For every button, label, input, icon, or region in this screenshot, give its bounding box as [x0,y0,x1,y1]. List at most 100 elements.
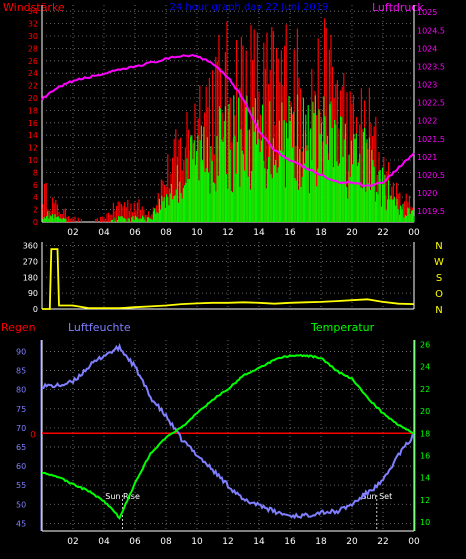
x-tick-label: 10 [191,537,203,547]
temperature-line [42,353,415,520]
y-left-tick-label: 90 [16,347,26,356]
y-right-tick-label: 12 [420,496,430,505]
wind-direction-line [42,248,415,310]
x-tick-label: 12 [222,228,233,238]
y-left-tick-label: 16 [28,119,38,128]
x-tick-label: 18 [315,537,327,547]
humidity-line [41,342,415,520]
compass-label: N [435,305,442,316]
y-left-tick-label: 30 [28,32,38,41]
x-tick-label: 10 [191,228,203,238]
temp-humidity-chart: 4550556065707580859010121416182022242602… [16,340,430,547]
x-tick-label: 20 [346,228,358,238]
pressure-line [41,53,415,187]
x-tick-label: 02 [67,228,78,238]
y-left-tick-label: 32 [28,20,38,29]
y-left-tick-label: 0 [33,218,38,227]
x-tick-label: 02 [67,537,78,547]
y-left-tick-label: 34 [28,7,38,16]
y-left-tick-label: 12 [28,144,38,153]
y-left-tick-label: 10 [28,156,38,165]
y-left-tick-label: 22 [28,82,38,91]
y-left-tick-label: 90 [28,289,38,298]
y-right-tick-label: 1022 [417,117,437,126]
y-right-tick-label: 1023 [417,81,437,90]
y-left-tick-label: 24 [28,69,38,78]
y-right-tick-label: 1024 [417,44,437,53]
y-right-tick-label: 1023.5 [417,62,445,71]
y-right-tick-label: 1021 [417,153,437,162]
x-tick-label: 08 [160,228,172,238]
y-right-tick-label: 22 [420,385,430,394]
compass-label: S [436,273,442,284]
x-tick-label: 08 [160,537,172,547]
x-tick-label: 00 [408,537,420,547]
sun-annotation-label: Sun Rise [105,492,140,501]
y-right-tick-label: 14 [420,474,430,483]
x-tick-label: 22 [377,228,388,238]
x-tick-label: 14 [253,228,265,238]
y-right-tick-label: 1024.5 [417,26,445,35]
wind-axis-title: Windstärke [3,1,65,14]
temperature-legend: Temperatur [310,321,375,334]
x-tick-label: 20 [346,537,358,547]
y-right-tick-label: 1022.5 [417,99,445,108]
y-right-tick-label: 1021.5 [417,135,445,144]
y-left-tick-label: 50 [16,500,26,509]
pressure-axis-title: Luftdruck [372,1,424,14]
y-left-tick-label: 60 [16,462,26,471]
y-left-tick-label: 4 [33,193,38,202]
x-tick-label: 16 [284,228,296,238]
y-left-tick-label: 8 [33,168,38,177]
compass-label: N [435,241,442,252]
y-right-tick-label: 1019.5 [417,207,445,216]
y-right-tick-label: 24 [420,363,430,372]
x-tick-label: 18 [315,228,327,238]
x-tick-label: 06 [129,228,141,238]
y-right-tick-label: 16 [420,451,430,460]
sun-annotation-label: Sun Set [361,492,392,501]
humidity-legend: Luftfeuchte [68,321,131,334]
y-left-tick-label: 18 [28,106,38,115]
rain-zero-label: 0 [30,430,36,440]
y-left-tick-label: 2 [33,206,38,215]
y-left-tick-label: 360 [23,242,38,251]
y-right-tick-label: 1020 [417,189,437,198]
wind-avg-series [42,94,415,222]
rain-legend: Regen [1,321,36,334]
compass-label: O [435,289,443,300]
y-left-tick-label: 65 [16,443,26,452]
x-tick-label: 22 [377,537,388,547]
y-left-tick-label: 70 [16,424,26,433]
compass-label: W [434,257,444,268]
y-right-tick-label: 18 [420,429,430,438]
x-tick-label: 00 [408,228,420,238]
y-left-tick-label: 270 [23,257,38,266]
y-left-tick-label: 0 [33,305,38,314]
y-left-tick-label: 28 [28,44,38,53]
y-left-tick-label: 85 [16,367,26,376]
y-right-tick-label: 10 [420,518,430,527]
y-left-tick-label: 14 [28,131,38,140]
x-tick-label: 14 [253,537,265,547]
x-tick-label: 04 [98,537,110,547]
wind-pressure-chart: 02468101214161820222426283032341019.5102… [28,5,445,238]
y-left-tick-label: 6 [33,181,38,190]
x-tick-label: 04 [98,228,110,238]
y-left-tick-label: 75 [16,405,26,414]
y-right-tick-label: 1025 [417,8,437,17]
chart-title: 24 hour graph day 22 Juni 2019 [170,2,329,13]
x-tick-label: 16 [284,537,296,547]
y-left-tick-label: 80 [16,386,26,395]
y-right-tick-label: 26 [420,340,430,349]
y-left-tick-label: 55 [16,481,26,490]
y-left-tick-label: 180 [23,273,38,282]
x-tick-label: 06 [129,537,141,547]
y-right-tick-label: 1020.5 [417,171,445,180]
y-left-tick-label: 26 [28,57,38,66]
y-right-tick-label: 20 [420,407,430,416]
y-left-tick-label: 45 [16,519,26,528]
